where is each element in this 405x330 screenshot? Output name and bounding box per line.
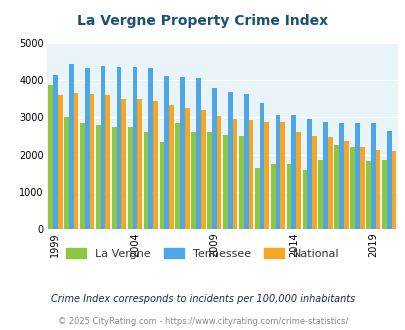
Bar [216, 116, 221, 229]
Bar [381, 160, 386, 229]
Bar [137, 99, 142, 229]
Bar [185, 108, 189, 229]
Bar [207, 132, 211, 229]
Bar [148, 68, 153, 229]
Bar [175, 123, 180, 229]
Bar [64, 117, 69, 229]
Bar [365, 161, 370, 229]
Bar [168, 105, 173, 229]
Bar [90, 94, 94, 229]
Bar [286, 164, 291, 229]
Bar [227, 92, 232, 229]
Bar [386, 131, 390, 229]
Bar [128, 127, 132, 229]
Bar [318, 160, 322, 229]
Bar [132, 67, 137, 229]
Bar [270, 164, 275, 229]
Bar [232, 118, 237, 229]
Bar [58, 95, 62, 229]
Bar [164, 76, 168, 229]
Text: © 2025 CityRating.com - https://www.cityrating.com/crime-statistics/: © 2025 CityRating.com - https://www.city… [58, 317, 347, 326]
Bar [370, 123, 375, 229]
Bar [105, 95, 110, 229]
Bar [153, 101, 158, 229]
Bar [343, 141, 348, 229]
Bar [96, 125, 100, 229]
Bar [143, 132, 148, 229]
Bar [311, 137, 316, 229]
Bar [69, 64, 74, 229]
Bar [322, 122, 327, 229]
Bar [327, 137, 332, 229]
Bar [85, 68, 90, 229]
Bar [254, 168, 259, 229]
Bar [375, 149, 379, 229]
Bar [159, 142, 164, 229]
Bar [296, 132, 300, 229]
Bar [48, 85, 53, 229]
Bar [248, 120, 253, 229]
Bar [121, 99, 126, 229]
Bar [333, 145, 338, 229]
Bar [239, 136, 243, 229]
Bar [191, 132, 196, 229]
Bar [307, 119, 311, 229]
Bar [74, 93, 78, 229]
Text: La Vergne Property Crime Index: La Vergne Property Crime Index [77, 15, 328, 28]
Text: Crime Index corresponds to incidents per 100,000 inhabitants: Crime Index corresponds to incidents per… [51, 294, 354, 304]
Bar [338, 123, 343, 229]
Bar [222, 135, 227, 229]
Bar [200, 110, 205, 229]
Bar [180, 77, 185, 229]
Bar [53, 75, 58, 229]
Bar [196, 78, 200, 229]
Bar [116, 67, 121, 229]
Bar [350, 147, 354, 229]
Bar [275, 115, 279, 229]
Bar [354, 123, 359, 229]
Legend: La Vergne, Tennessee, National: La Vergne, Tennessee, National [62, 244, 343, 263]
Bar [111, 127, 116, 229]
Bar [211, 88, 216, 229]
Bar [100, 66, 105, 229]
Bar [302, 170, 307, 229]
Bar [264, 121, 269, 229]
Bar [291, 115, 296, 229]
Bar [279, 122, 284, 229]
Bar [359, 147, 364, 229]
Bar [259, 103, 264, 229]
Bar [390, 151, 395, 229]
Bar [243, 94, 248, 229]
Bar [80, 123, 85, 229]
